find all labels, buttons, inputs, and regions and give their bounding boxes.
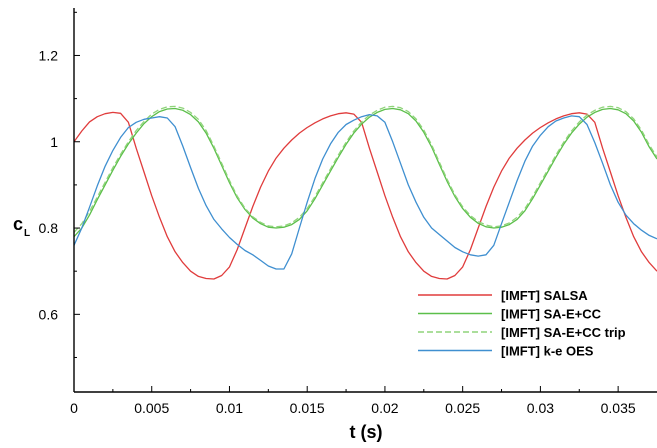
x-tick-label: 0.01 — [216, 400, 243, 416]
x-axis-title: t (s) — [350, 422, 383, 442]
legend-label: [IMFT] SA-E+CC trip — [501, 325, 626, 340]
y-axis-label: c — [13, 214, 23, 234]
y-axis-label-subscript: L — [24, 228, 30, 239]
y-tick-label: 1.2 — [39, 47, 59, 63]
y-tick-label: 1 — [50, 134, 58, 150]
x-tick-label: 0 — [70, 400, 78, 416]
series-layer — [74, 105, 657, 280]
x-tick-label: 0.025 — [445, 400, 480, 416]
series-line-4 — [74, 113, 657, 270]
series-line-3 — [74, 105, 657, 233]
y-tick-label: 0.8 — [39, 220, 59, 236]
legend-label: [IMFT] k-e OES — [501, 344, 594, 359]
legend-background — [412, 284, 657, 362]
x-axis-label: t (s) — [350, 422, 383, 442]
series-line-1 — [74, 111, 657, 280]
y-axis-title: c L — [13, 214, 30, 239]
series-line-2 — [74, 107, 657, 238]
x-tick-label: 0.005 — [134, 400, 169, 416]
x-tick-label: 0.015 — [290, 400, 325, 416]
x-tick-label: 0.02 — [371, 400, 398, 416]
legend: [IMFT] SALSA [IMFT] SA-E+CC [IMFT] SA-E+CC… — [412, 284, 657, 362]
legend-label: [IMFT] SALSA — [501, 288, 588, 303]
x-tick-label: 0.03 — [527, 400, 554, 416]
x-tick-label: 0.035 — [601, 400, 636, 416]
ticks-layer: 0 0.005 0.01 0.015 0.02 0.025 0.03 0.035 0.6 0.8 1… — [39, 11, 636, 416]
axes-layer — [73, 8, 657, 393]
legend-label: [IMFT] SA-E+CC — [501, 307, 602, 322]
y-tick-label: 0.6 — [39, 306, 59, 322]
